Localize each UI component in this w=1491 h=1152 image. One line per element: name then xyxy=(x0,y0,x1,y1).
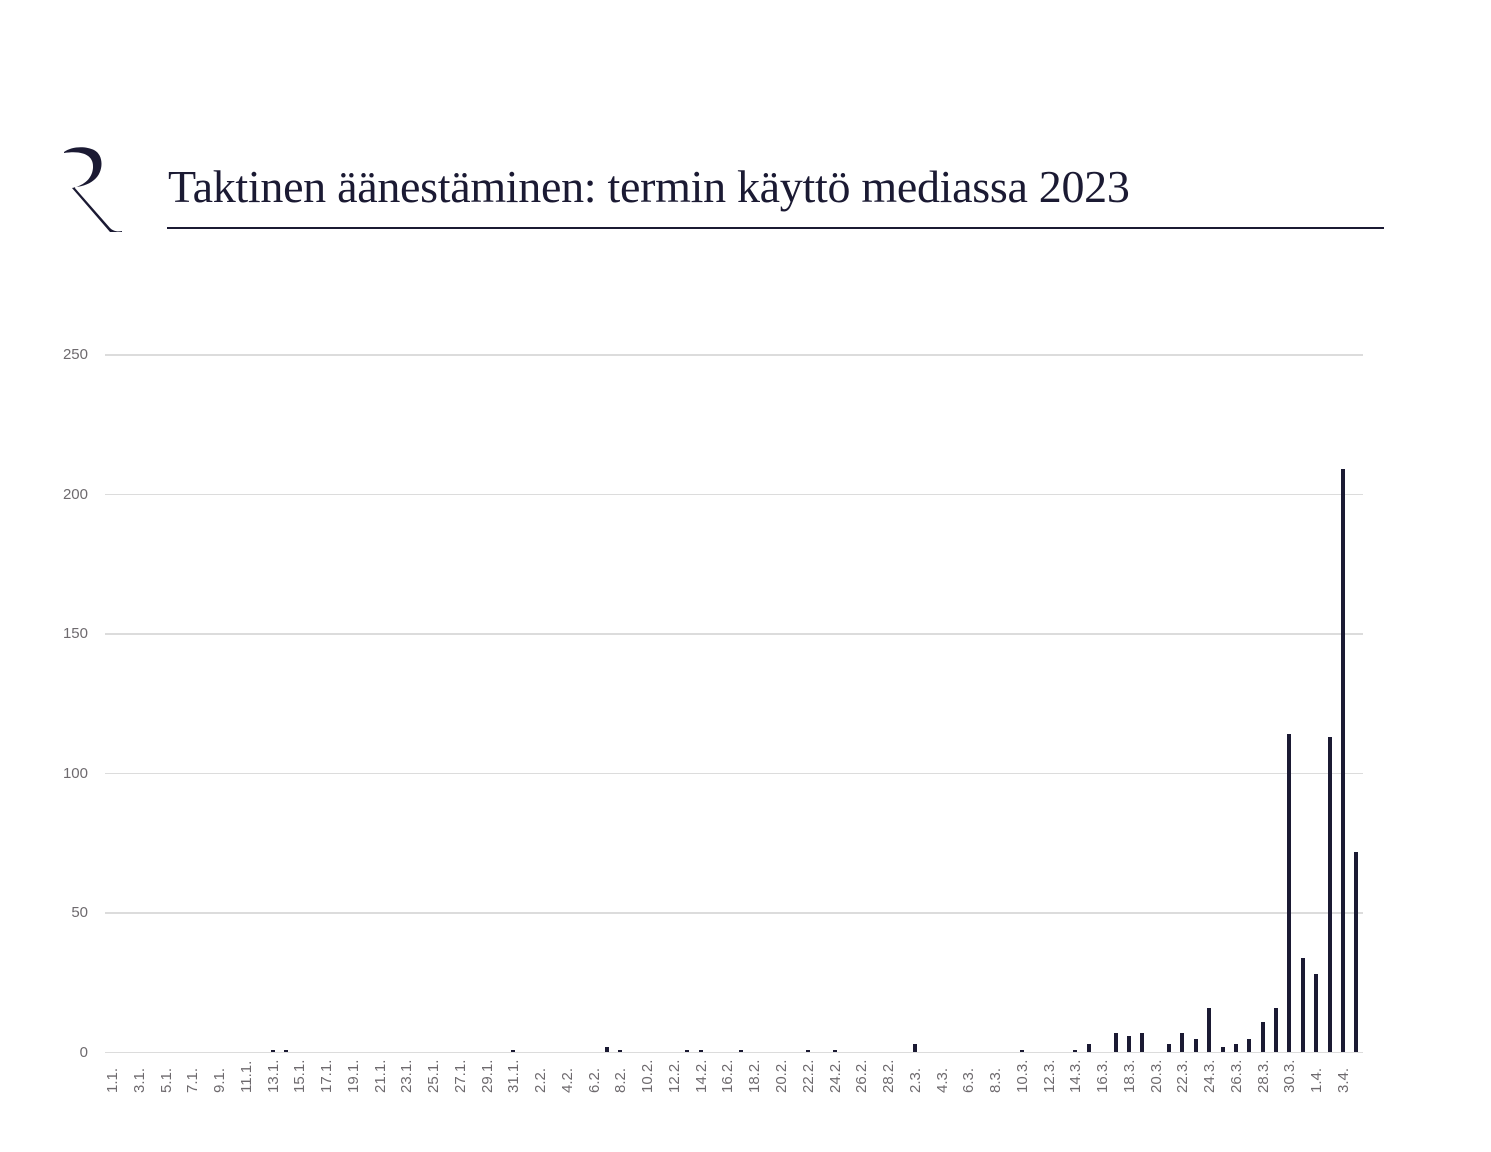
x-tick-label: 27.1. xyxy=(451,1059,469,1093)
x-tick-label: 8.2. xyxy=(612,1067,630,1093)
bar xyxy=(1126,1035,1131,1053)
x-tick-label: 1.1. xyxy=(104,1067,121,1093)
x-tick-label: 15.1. xyxy=(291,1059,309,1093)
bar xyxy=(832,1049,837,1053)
bar xyxy=(1300,957,1305,1053)
bar xyxy=(1247,1038,1252,1053)
x-tick-label: 4.2. xyxy=(558,1067,576,1093)
x-tick-label: 28.2. xyxy=(880,1059,898,1093)
bar xyxy=(1086,1044,1091,1053)
x-tick-label: 20.2. xyxy=(773,1059,790,1093)
title-underline xyxy=(167,227,1384,229)
y-tick-label: 0 xyxy=(79,1043,88,1061)
bar xyxy=(511,1049,516,1053)
x-tick-label: 24.2. xyxy=(826,1059,844,1093)
x-tick-label: 8.3. xyxy=(987,1067,1005,1093)
x-tick-label: 23.1. xyxy=(398,1059,416,1093)
x-tick-label: 29.1. xyxy=(478,1059,496,1093)
x-tick-label: 17.1. xyxy=(318,1059,336,1093)
bar xyxy=(605,1046,610,1053)
bar xyxy=(805,1049,810,1053)
y-tick-label: 50 xyxy=(71,904,88,921)
bar xyxy=(738,1049,743,1053)
bar xyxy=(1354,851,1359,1053)
bar xyxy=(1140,1032,1145,1053)
x-tick-label: 12.3. xyxy=(1040,1059,1058,1093)
bar xyxy=(270,1049,275,1053)
y-tick-label: 250 xyxy=(62,346,88,363)
x-tick-label: 25.1. xyxy=(425,1059,443,1093)
x-tick-label: 7.1. xyxy=(184,1067,202,1093)
x-tick-label: 9.1. xyxy=(211,1067,229,1093)
y-tick-label: 200 xyxy=(62,485,88,503)
x-tick-label: 26.3. xyxy=(1227,1059,1245,1093)
x-tick-label: 14.3. xyxy=(1067,1059,1085,1093)
bar xyxy=(1314,974,1319,1053)
x-tick-label: 21.1. xyxy=(371,1059,389,1093)
x-tick-label: 30.3. xyxy=(1281,1059,1299,1093)
x-tick-label: 10.3. xyxy=(1013,1059,1031,1093)
bar xyxy=(1193,1038,1198,1053)
gridline xyxy=(105,912,1363,914)
x-tick-label: 19.1. xyxy=(344,1059,362,1093)
y-tick-label: 100 xyxy=(62,764,88,782)
bar xyxy=(1180,1032,1185,1053)
x-tick-label: 6.3. xyxy=(960,1067,978,1093)
gridline xyxy=(105,772,1363,775)
x-tick-label: 16.3. xyxy=(1094,1059,1112,1093)
bar xyxy=(1260,1021,1265,1053)
bar xyxy=(1287,734,1292,1053)
chart-title: Taktinen äänestäminen: termin käyttö med… xyxy=(168,161,1130,212)
x-tick-label: 14.2. xyxy=(692,1059,710,1093)
x-tick-label: 2.3. xyxy=(906,1067,924,1093)
x-tick-label: 16.2. xyxy=(719,1059,737,1093)
bar xyxy=(1167,1044,1172,1053)
x-tick-label: 2.2. xyxy=(532,1067,550,1093)
bar xyxy=(1233,1044,1238,1053)
x-tick-label: 6.2. xyxy=(585,1067,603,1093)
x-tick-label: 26.2. xyxy=(853,1059,871,1093)
x-tick-label: 20.3. xyxy=(1147,1059,1165,1093)
x-tick-label: 22.3. xyxy=(1174,1059,1192,1093)
gridline xyxy=(105,354,1363,356)
x-tick-label: 12.2. xyxy=(665,1059,683,1093)
x-tick-label: 31.1. xyxy=(505,1059,523,1093)
y-tick-label: 150 xyxy=(62,625,88,642)
brand-logo-icon xyxy=(64,147,122,232)
x-tick-label: 1.4. xyxy=(1308,1067,1326,1093)
bar xyxy=(1207,1007,1212,1053)
x-tick-label: 24.3. xyxy=(1201,1059,1219,1093)
x-tick-label: 11.1. xyxy=(237,1060,255,1093)
x-tick-label: 28.3. xyxy=(1254,1059,1272,1093)
bar xyxy=(1073,1049,1078,1053)
bar xyxy=(1327,737,1332,1053)
x-tick-label: 13.1. xyxy=(264,1059,282,1093)
bar xyxy=(698,1049,703,1053)
x-tick-label: 22.2. xyxy=(799,1059,817,1093)
bar xyxy=(283,1049,288,1053)
bar xyxy=(685,1049,690,1053)
x-tick-label: 5.1. xyxy=(157,1067,175,1093)
x-tick-label: 3.1. xyxy=(130,1067,148,1093)
bar xyxy=(1340,469,1345,1053)
x-tick-label: 4.3. xyxy=(933,1067,951,1093)
x-tick-label: 10.2. xyxy=(639,1059,657,1093)
gridline xyxy=(105,1051,1363,1054)
x-tick-label: 18.2. xyxy=(746,1059,764,1093)
x-tick-label: 3.4. xyxy=(1334,1067,1352,1093)
gridline xyxy=(105,493,1363,496)
bar xyxy=(912,1044,917,1053)
bar xyxy=(1019,1049,1024,1053)
gridline xyxy=(105,633,1363,635)
bar xyxy=(1274,1007,1279,1053)
bar xyxy=(1220,1046,1225,1053)
bar xyxy=(618,1049,623,1053)
x-tick-label: 18.3. xyxy=(1120,1059,1138,1093)
bar xyxy=(1113,1032,1118,1053)
